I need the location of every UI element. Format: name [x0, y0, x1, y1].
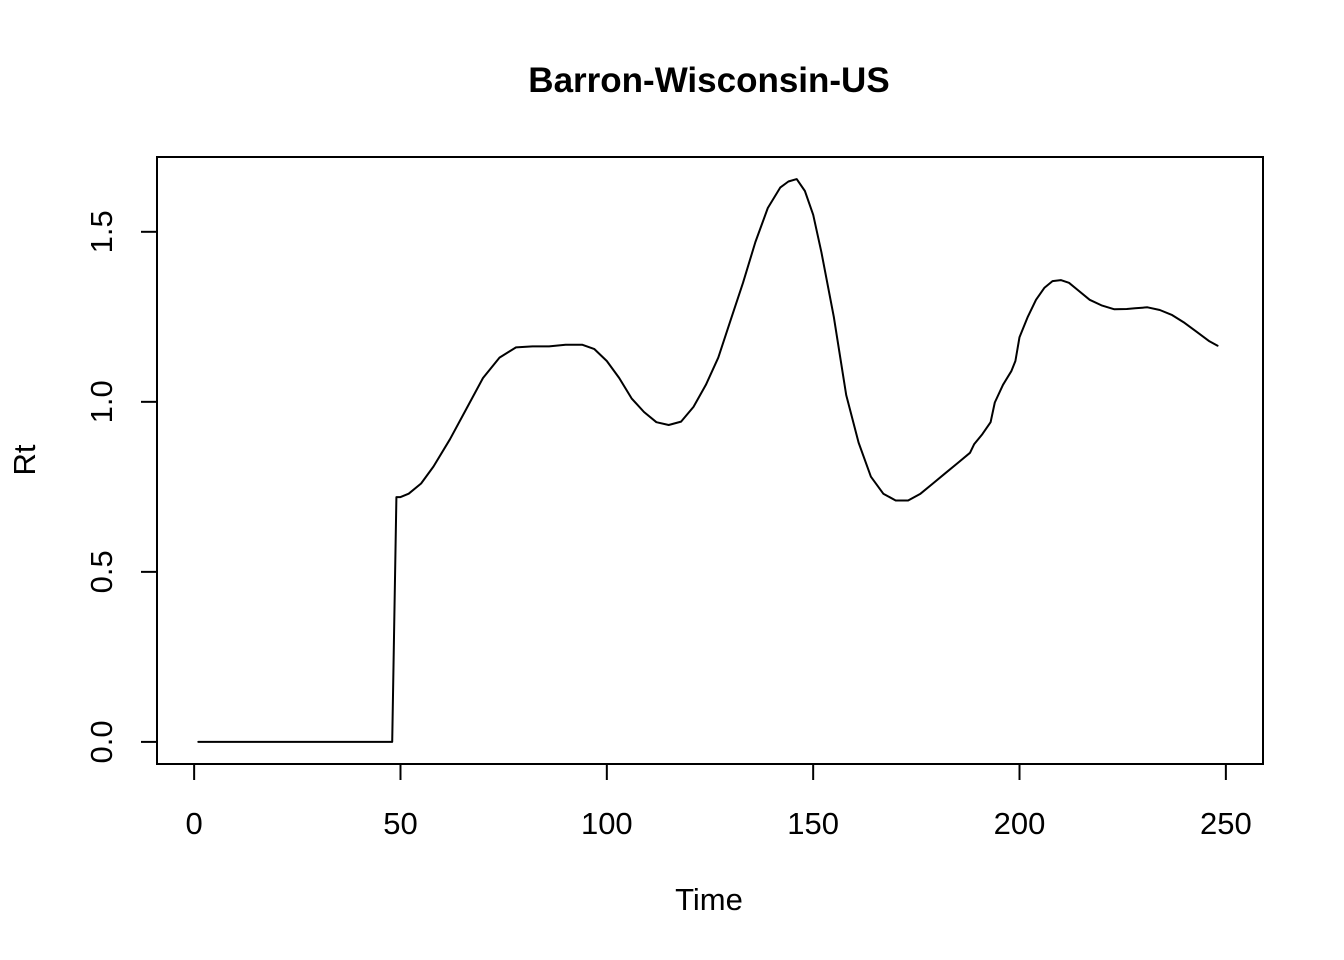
x-tick-label: 100: [581, 806, 633, 841]
y-tick-label: 1.0: [84, 380, 119, 423]
plot-frame: [156, 156, 1264, 765]
x-axis-title: Time: [675, 882, 743, 917]
chart-title: Barron-Wisconsin-US: [528, 61, 889, 100]
x-tick-label: 150: [787, 806, 839, 841]
x-tick-label: 200: [994, 806, 1046, 841]
y-tick-label: 0.5: [84, 550, 119, 593]
x-tick-label: 0: [186, 806, 203, 841]
y-tick-label: 0.0: [84, 720, 119, 763]
y-axis: 0.0 0.5 1.0 1.5: [84, 210, 158, 763]
x-tick-label: 50: [383, 806, 417, 841]
x-tick-label: 250: [1200, 806, 1252, 841]
rt-series-line: [197, 178, 1219, 743]
y-tick-label: 1.5: [84, 210, 119, 253]
y-axis-title: Rt: [7, 444, 42, 475]
series-layer: [197, 178, 1219, 743]
x-axis: 0 50 100 150 200 250: [186, 763, 1252, 841]
